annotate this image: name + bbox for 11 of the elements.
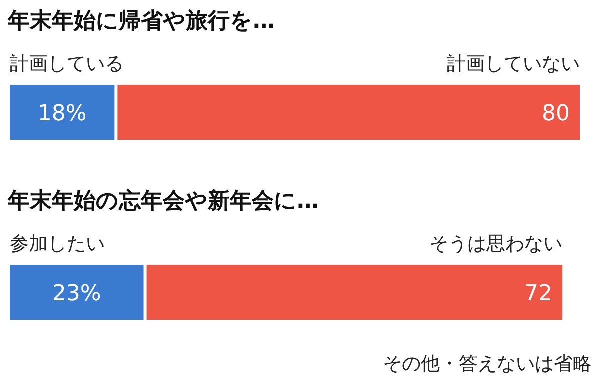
series-label: そうは思わない: [430, 233, 563, 255]
chart-title: 年末年始の忘年会や新年会に…: [7, 188, 319, 214]
data-label: 80: [542, 102, 570, 126]
data-label: 72: [524, 282, 553, 306]
data-label: 18%: [38, 102, 87, 126]
series-label: 計画している: [10, 53, 124, 75]
chart-title: 年末年始に帰省や旅行を…: [7, 9, 275, 34]
text: その他・答えないは省略: [383, 353, 592, 375]
data-label: 23%: [52, 282, 102, 306]
series-label: 計画していない: [447, 53, 580, 75]
series-label: 参加したい: [10, 233, 105, 255]
